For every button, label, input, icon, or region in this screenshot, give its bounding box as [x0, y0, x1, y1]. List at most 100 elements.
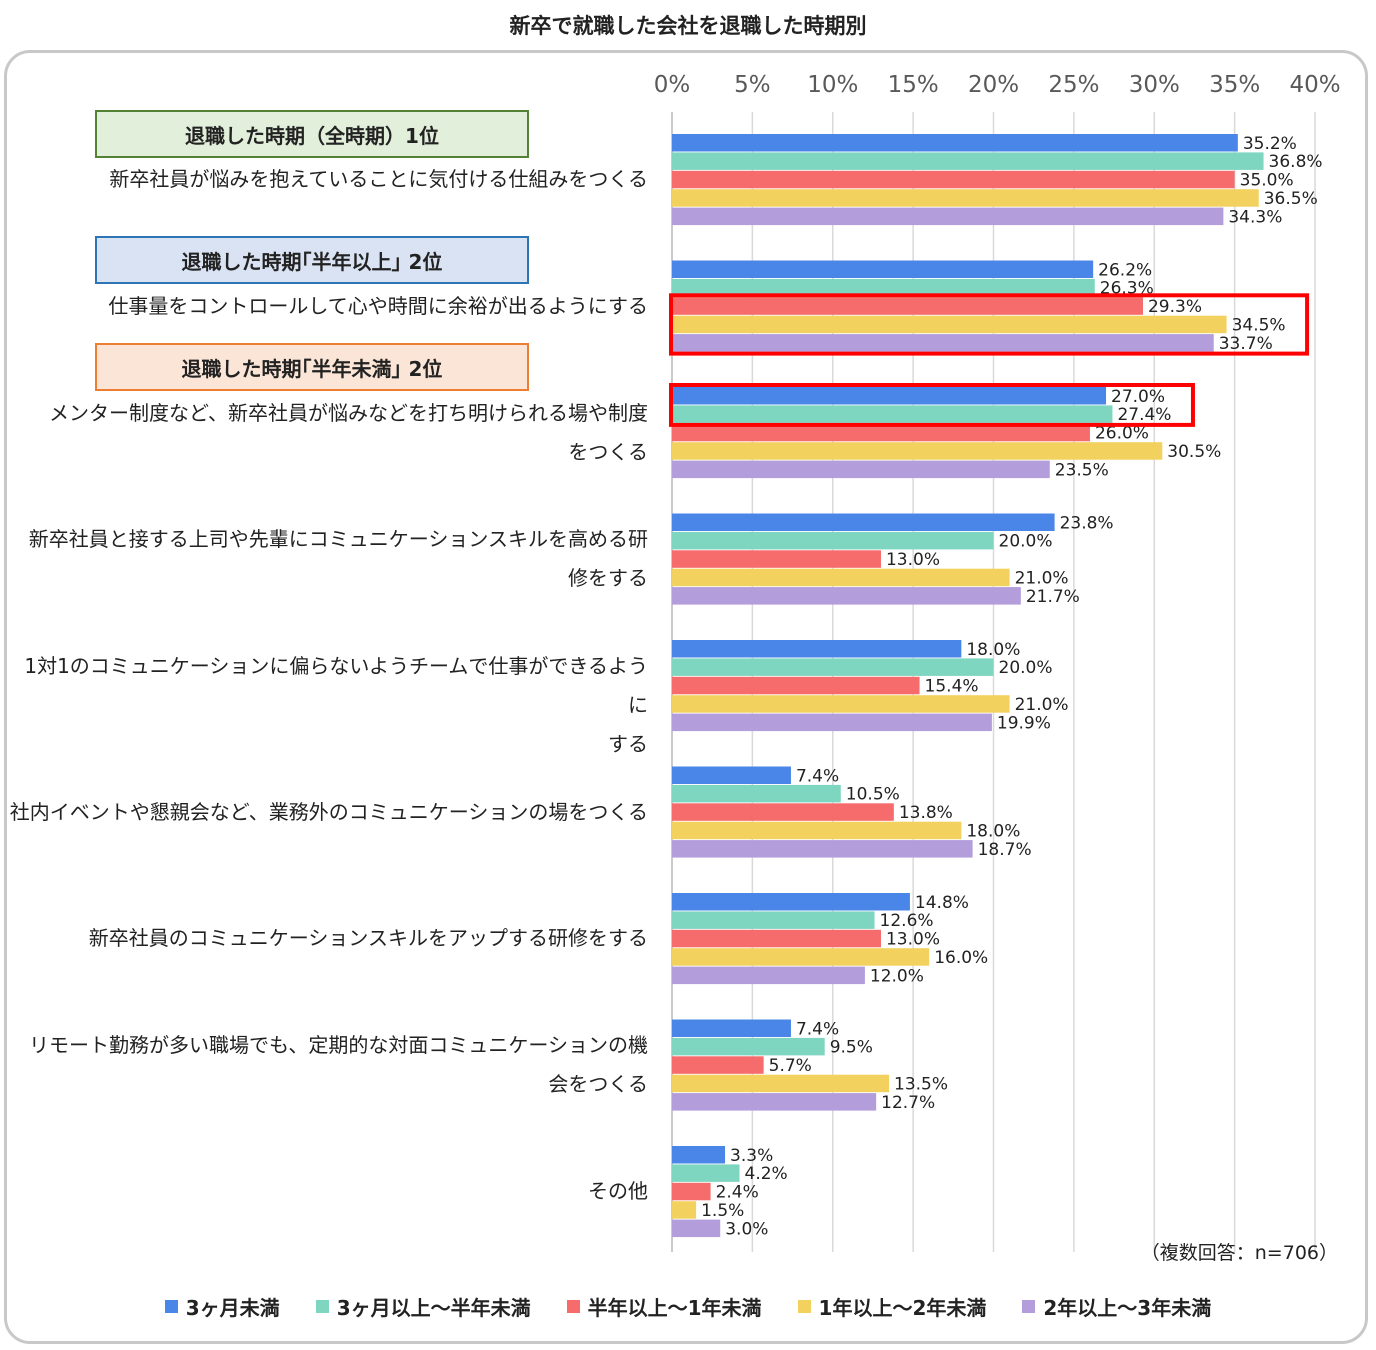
bar — [672, 1146, 726, 1164]
bar — [672, 1056, 764, 1074]
value-label: 26.2% — [1098, 260, 1152, 280]
category-label-line: 仕事量をコントロールして心や時間に余裕が出るようにする — [108, 293, 648, 318]
bar — [672, 587, 1021, 605]
value-label: 20.0% — [999, 532, 1053, 552]
legend-swatch — [315, 1300, 329, 1313]
value-label: 13.0% — [886, 930, 940, 950]
bar — [672, 1164, 740, 1182]
value-label: 13.5% — [894, 1074, 948, 1094]
bar — [672, 948, 930, 966]
x-tick-label: 35% — [1209, 72, 1260, 98]
value-label: 15.4% — [925, 677, 979, 697]
value-label: 5.7% — [769, 1056, 812, 1076]
legend-item: 1年以上～2年未満 — [797, 1292, 986, 1321]
bar — [672, 387, 1107, 405]
legend-label: 2年以上～3年未満 — [1043, 1296, 1212, 1320]
value-label: 23.8% — [1060, 513, 1114, 533]
bar — [672, 840, 973, 858]
bar — [672, 405, 1113, 423]
bar — [672, 260, 1094, 278]
value-label: 30.5% — [1167, 442, 1221, 462]
value-label: 23.5% — [1055, 460, 1109, 480]
value-label: 36.5% — [1264, 189, 1318, 209]
x-tick-label: 40% — [1289, 72, 1340, 98]
bar — [672, 134, 1238, 152]
category-label: 1対1のコミュニケーションに偏らないようチームで仕事ができるようにする — [8, 647, 648, 764]
legend-swatch — [164, 1300, 178, 1313]
value-label: 10.5% — [846, 785, 900, 805]
x-tick-label: 15% — [888, 72, 939, 98]
x-tick-label: 10% — [807, 72, 858, 98]
bar — [672, 315, 1227, 334]
legend-item: 半年以上～1年未満 — [566, 1292, 762, 1321]
bar — [672, 1219, 721, 1238]
value-label: 35.2% — [1243, 134, 1297, 154]
bar — [672, 460, 1050, 479]
sample-note: （複数回答：n=706） — [1140, 1242, 1338, 1264]
category-label-line: 新卒社員が悩みを抱えていることに気付ける仕組みをつくる — [109, 167, 648, 192]
value-label: 34.3% — [1228, 207, 1282, 227]
bar — [672, 1037, 825, 1056]
bar — [672, 766, 791, 784]
bar — [672, 821, 962, 840]
value-label: 34.5% — [1232, 315, 1286, 335]
bar — [672, 640, 962, 658]
value-label: 35.0% — [1240, 171, 1294, 191]
category-label: 新卒社員のコミュニケーションスキルをアップする研修をする — [8, 919, 648, 958]
bar — [672, 207, 1224, 226]
value-label: 19.9% — [997, 713, 1051, 733]
legend-swatch — [566, 1300, 580, 1313]
x-tick-label: 30% — [1129, 72, 1180, 98]
bar — [672, 803, 894, 821]
legend-item: 3ヶ月未満 — [164, 1292, 280, 1321]
category-label: リモート勤務が多い職場でも、定期的な対面コミュニケーションの機会をつくる — [8, 1026, 648, 1104]
bar — [672, 911, 875, 929]
legend-item: 2年以上～3年未満 — [1022, 1292, 1211, 1321]
category-label: 新卒社員と接する上司や先輩にコミュニケーションスキルを高める研修をする — [8, 520, 648, 598]
value-label: 13.0% — [886, 550, 940, 570]
value-label: 12.6% — [880, 911, 934, 931]
tag-under-half-year-rank2: 退職した時期｢半年未満｣ 2位 — [95, 343, 529, 391]
category-label-line: メンター制度など、新卒社員が悩みなどを打ち明けられる場や制度 — [49, 400, 648, 425]
bar — [672, 297, 1143, 315]
bar — [672, 550, 881, 568]
category-label: 仕事量をコントロールして心や時間に余裕が出るようにする — [8, 287, 648, 326]
category-label-line: リモート勤務が多い職場でも、定期的な対面コミュニケーションの機 — [29, 1033, 648, 1058]
category-label-line: をつくる — [568, 439, 648, 464]
bar — [672, 1074, 890, 1093]
category-label-line: する — [608, 731, 648, 756]
bar — [672, 1019, 791, 1037]
category-label: メンター制度など、新卒社員が悩みなどを打ち明けられる場や制度をつくる — [8, 394, 648, 472]
value-label: 1.5% — [701, 1201, 744, 1221]
bar — [672, 423, 1090, 442]
bar — [672, 1093, 877, 1111]
category-label-line: 新卒社員と接する上司や先輩にコミュニケーションスキルを高める研 — [28, 527, 648, 552]
bar — [672, 278, 1095, 297]
category-label-line: 会をつくる — [548, 1072, 648, 1097]
legend-label: 3ヶ月以上～半年未満 — [336, 1296, 531, 1320]
value-label: 7.4% — [796, 1019, 839, 1039]
legend-swatch — [1022, 1300, 1036, 1313]
bar — [672, 334, 1214, 352]
chart-title: 新卒で就職した会社を退職した時期別 — [509, 14, 867, 38]
category-label-line: 新卒社員のコミュニケーションスキルをアップする研修をする — [88, 926, 648, 951]
chart-frame — [4, 50, 1368, 1344]
value-label: 18.7% — [978, 840, 1032, 860]
bar — [672, 568, 1010, 587]
category-label-line: 1対1のコミュニケーションに偏らないようチームで仕事ができるように — [24, 653, 648, 717]
legend-swatch — [797, 1300, 811, 1313]
value-label: 9.5% — [830, 1038, 873, 1058]
category-label-line: その他 — [588, 1179, 648, 1204]
value-label: 18.0% — [966, 821, 1020, 841]
category-label-line: 修をする — [568, 566, 648, 591]
bar — [672, 695, 1010, 713]
bar — [672, 966, 865, 985]
value-label: 21.0% — [1015, 568, 1069, 588]
value-label: 12.0% — [870, 966, 924, 986]
legend: 3ヶ月未満 3ヶ月以上～半年未満 半年以上～1年未満 1年以上～2年未満 2年以上～3年… — [0, 1292, 1376, 1321]
tag-all-period-rank1: 退職した時期（全時期）1位 — [95, 110, 529, 158]
value-label: 16.0% — [934, 948, 988, 968]
bar — [672, 784, 841, 803]
value-label: 12.7% — [881, 1093, 935, 1113]
